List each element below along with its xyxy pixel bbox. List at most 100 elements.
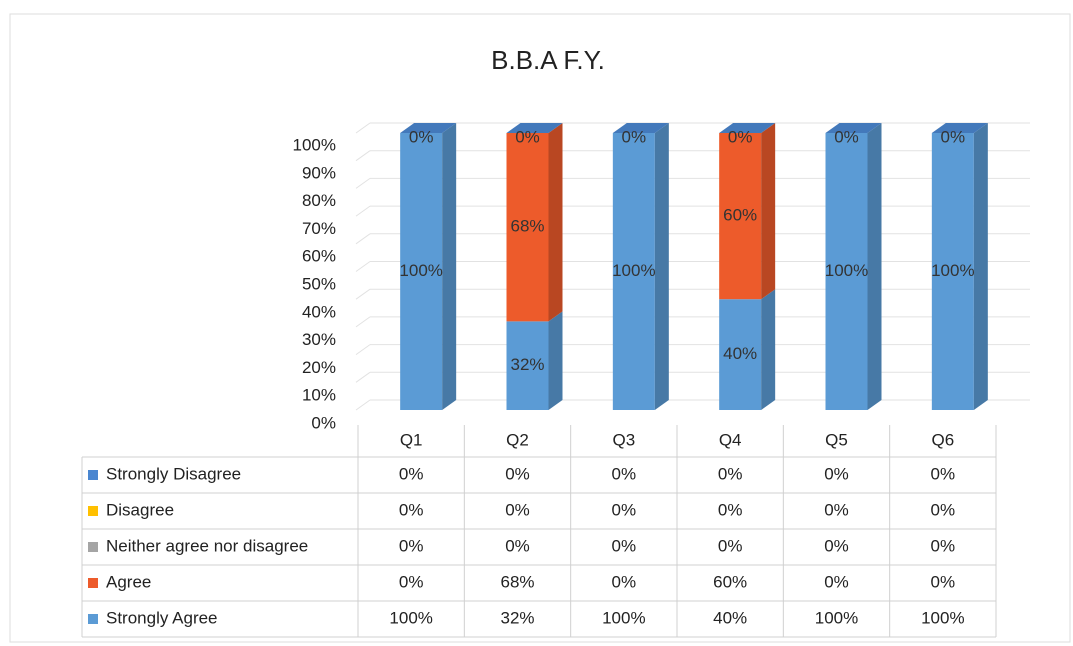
table-cell: 0%	[399, 464, 424, 483]
table-cell: 0%	[931, 500, 956, 519]
y-tick-label: 50%	[302, 274, 336, 293]
legend-swatch	[88, 470, 98, 480]
legend-swatch	[88, 578, 98, 588]
table-cell: 0%	[399, 536, 424, 555]
bar-side	[548, 311, 563, 410]
y-tick-label: 60%	[302, 247, 336, 266]
table-cell: 0%	[718, 464, 743, 483]
bar	[506, 133, 549, 322]
table-cell: 0%	[931, 464, 956, 483]
y-tick-label: 30%	[302, 330, 336, 349]
table-cell: 100%	[389, 608, 432, 627]
grid-line-depth	[355, 233, 371, 245]
bar	[612, 133, 655, 410]
legend-label: Neither agree nor disagree	[106, 536, 308, 555]
data-label: 100%	[399, 261, 442, 280]
data-label: 0%	[941, 127, 966, 146]
grid-line-depth	[355, 344, 371, 356]
data-label: 100%	[612, 261, 655, 280]
table-cell: 32%	[500, 608, 534, 627]
data-label: 0%	[409, 127, 434, 146]
x-tick-label: Q3	[612, 430, 635, 449]
bar-side	[654, 123, 669, 410]
y-tick-label: 0%	[311, 413, 336, 432]
bar	[825, 133, 868, 410]
y-tick-label: 90%	[302, 163, 336, 182]
legend-swatch	[88, 506, 98, 516]
table-cell: 0%	[505, 500, 530, 519]
table-cell: 60%	[713, 572, 747, 591]
data-label: 0%	[728, 127, 753, 146]
table-cell: 40%	[713, 608, 747, 627]
x-tick-label: Q5	[825, 430, 848, 449]
table-cell: 100%	[815, 608, 858, 627]
table-cell: 0%	[824, 500, 849, 519]
legend-label: Agree	[106, 572, 151, 591]
table-cell: 0%	[931, 536, 956, 555]
chart-title: B.B.A F.Y.	[491, 45, 605, 75]
table-cell: 0%	[824, 572, 849, 591]
data-label: 40%	[723, 344, 757, 363]
bar-top	[931, 123, 988, 133]
data-label: 0%	[515, 127, 540, 146]
data-label: 60%	[723, 206, 757, 225]
grid-line-depth	[355, 288, 371, 300]
table-cell: 100%	[921, 608, 964, 627]
table-cell: 0%	[824, 536, 849, 555]
table-cell: 0%	[505, 464, 530, 483]
bar-side	[442, 123, 457, 410]
table-cell: 0%	[612, 464, 637, 483]
y-tick-label: 20%	[302, 358, 336, 377]
grid-line-depth	[355, 261, 371, 272]
table-cell: 0%	[505, 536, 530, 555]
bar-top	[825, 123, 882, 133]
table-cell: 0%	[718, 536, 743, 555]
table-cell: 0%	[718, 500, 743, 519]
table-cell: 0%	[399, 500, 424, 519]
x-tick-label: Q2	[506, 430, 529, 449]
bar	[400, 133, 443, 410]
legend-swatch	[88, 614, 98, 624]
grid-line-depth	[355, 371, 371, 383]
data-label: 68%	[510, 217, 544, 236]
grid-line-depth	[355, 150, 371, 162]
data-label: 0%	[834, 127, 859, 146]
table-cell: 0%	[612, 536, 637, 555]
data-label: 100%	[825, 261, 868, 280]
bar	[719, 299, 762, 410]
data-label: 32%	[510, 355, 544, 374]
legend-label: Strongly Disagree	[106, 464, 241, 483]
bar-side	[973, 123, 988, 410]
legend-swatch	[88, 542, 98, 552]
y-tick-label: 80%	[302, 191, 336, 210]
table-cell: 0%	[612, 500, 637, 519]
bar-top	[506, 123, 563, 133]
x-tick-label: Q1	[400, 430, 423, 449]
bar-top	[612, 123, 669, 133]
grid-line-depth	[355, 399, 371, 411]
y-tick-label: 70%	[302, 219, 336, 238]
bar-top	[400, 123, 457, 133]
x-tick-label: Q4	[719, 430, 742, 449]
y-tick-label: 100%	[293, 135, 336, 154]
table-cell: 68%	[500, 572, 534, 591]
table-cell: 0%	[931, 572, 956, 591]
y-tick-label: 40%	[302, 302, 336, 321]
legend-label: Strongly Agree	[106, 608, 218, 627]
data-label: 100%	[931, 261, 974, 280]
data-label: 0%	[622, 127, 647, 146]
grid-line-depth	[355, 177, 371, 189]
grid-line-depth	[355, 316, 371, 328]
bar-side	[761, 123, 776, 300]
bar	[931, 133, 974, 410]
y-tick-label: 10%	[302, 386, 336, 405]
x-tick-label: Q6	[931, 430, 954, 449]
bar-top	[719, 123, 776, 133]
legend-label: Disagree	[106, 500, 174, 519]
grid-line-depth	[355, 122, 371, 134]
grid-line-depth	[355, 205, 371, 217]
table-cell: 0%	[824, 464, 849, 483]
bar-side	[548, 123, 563, 322]
table-cell: 100%	[602, 608, 645, 627]
